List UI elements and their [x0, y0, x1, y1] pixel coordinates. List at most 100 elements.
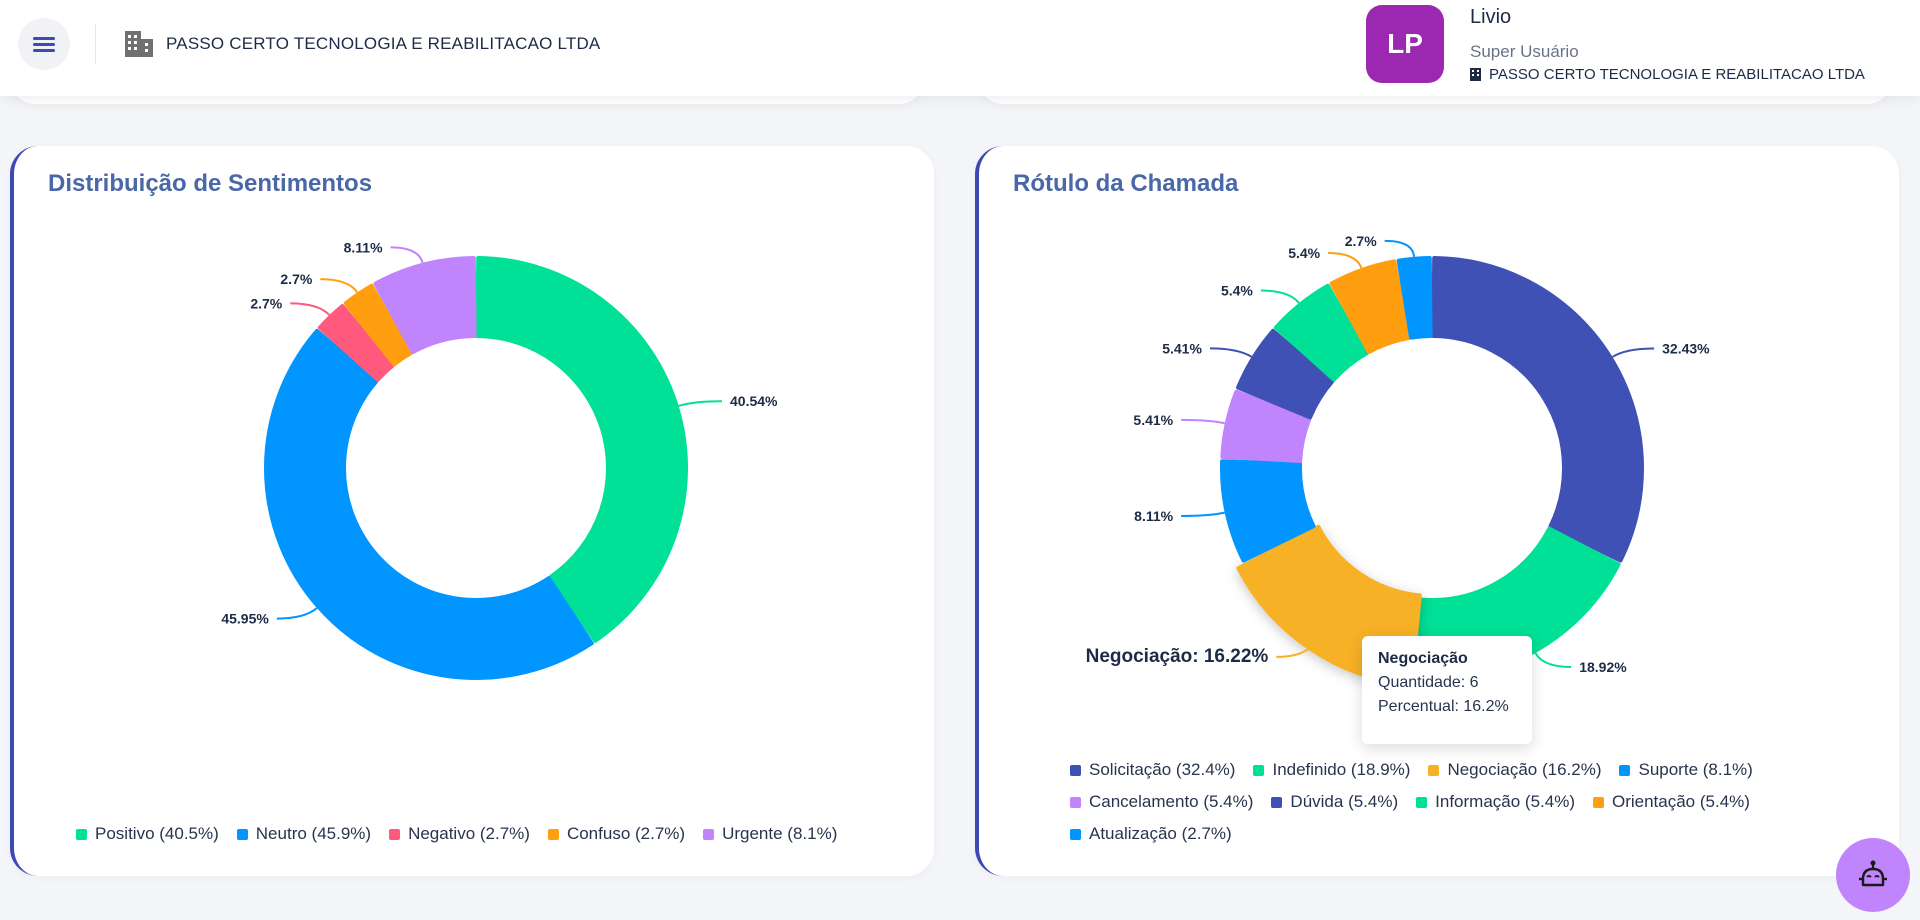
legend-label: Informação (5.4%) — [1435, 792, 1575, 811]
user-company-name: PASSO CERTO TECNOLOGIA E REABILITACAO LT… — [1489, 66, 1865, 83]
legend-item-atualizacao[interactable]: Atualização (2.7%) — [1070, 818, 1232, 850]
slice-suporte[interactable] — [1220, 459, 1316, 563]
slice-solicitacao[interactable] — [1431, 256, 1644, 563]
leader-line-indefinido — [1534, 652, 1572, 669]
data-label-solicitacao: 32.43% — [1662, 340, 1710, 356]
legend-swatch — [1070, 764, 1081, 776]
legend-label: Atualização (2.7%) — [1089, 824, 1232, 843]
tooltip-quantity: Quantidade: 6 — [1378, 674, 1479, 691]
card-title: Rótulo da Chamada — [1013, 170, 1239, 197]
legend-item-solicitacao[interactable]: Solicitação (32.4%) — [1070, 754, 1235, 786]
legend-label: Dúvida (5.4%) — [1290, 792, 1399, 811]
tooltip-percent: Percentual: 16.2% — [1378, 698, 1509, 715]
data-label-positivo: 40.54% — [730, 393, 778, 409]
legend-swatch — [1070, 828, 1081, 840]
slice-duvida[interactable] — [1236, 328, 1335, 420]
leader-line-informacao — [1260, 289, 1300, 304]
divider — [95, 24, 96, 64]
legend-item-duvida[interactable]: Dúvida (5.4%) — [1271, 786, 1398, 818]
slice-negativo[interactable] — [317, 303, 395, 382]
user-company: PASSO CERTO TECNOLOGIA E REABILITACAO LT… — [1470, 66, 1865, 83]
slice-confuso[interactable] — [343, 283, 413, 367]
legend-swatch — [1619, 764, 1631, 776]
legend-label: Confuso (2.7%) — [566, 824, 686, 843]
company-selector: PASSO CERTO TECNOLOGIA E REABILITACAO LT… — [124, 30, 600, 58]
data-label-cancelamento: 5.41% — [1133, 412, 1173, 428]
slice-atualizacao[interactable] — [1396, 256, 1433, 340]
legend-item-informacao[interactable]: Informação (5.4%) — [1416, 786, 1575, 818]
leader-line-suporte — [1181, 511, 1225, 517]
data-label-atualizacao: 2.7% — [1345, 233, 1377, 249]
leader-line-negociacao — [1276, 643, 1315, 658]
legend-label: Urgente (8.1%) — [722, 824, 838, 843]
hamburger-menu-icon — [33, 34, 55, 55]
leader-line-positivo — [678, 400, 723, 407]
legend-item-positivo[interactable]: Positivo (40.5%) — [76, 818, 219, 850]
data-label-indefinido: 18.92% — [1579, 659, 1627, 675]
legend-label: Cancelamento (5.4%) — [1089, 792, 1254, 811]
slice-cancelamento[interactable] — [1220, 389, 1312, 463]
avatar[interactable]: LP — [1366, 5, 1444, 83]
sentiment-legend: Positivo (40.5%) Neutro (45.9%) Negativo (… — [76, 818, 936, 850]
legend-label: Suporte (8.1%) — [1638, 760, 1753, 779]
building-icon — [1470, 68, 1481, 81]
leader-line-duvida — [1209, 347, 1253, 358]
legend-label: Negativo (2.7%) — [408, 824, 530, 843]
leader-line-orientacao — [1328, 251, 1363, 269]
legend-label: Positivo (40.5%) — [95, 824, 219, 843]
data-label-duvida: 5.41% — [1162, 340, 1202, 356]
legend-item-cancelamento[interactable]: Cancelamento (5.4%) — [1070, 786, 1253, 818]
legend-swatch — [1253, 764, 1265, 776]
leader-line-urgente — [390, 246, 424, 264]
data-label-confuso: 2.7% — [280, 271, 312, 287]
user-role: Super Usuário — [1470, 42, 1579, 61]
legend-item-suporte[interactable]: Suporte (8.1%) — [1619, 754, 1753, 786]
company-name: PASSO CERTO TECNOLOGIA E REABILITACAO LT… — [166, 34, 601, 53]
legend-label: Negociação (16.2%) — [1447, 760, 1602, 779]
chat-bot-button[interactable] — [1836, 838, 1910, 912]
building-icon — [125, 31, 153, 57]
legend-swatch — [547, 828, 559, 840]
slice-urgente[interactable] — [373, 256, 477, 355]
call-label-legend: Solicitação (32.4%) Indefinido (18.9%) Neg… — [1070, 754, 1830, 850]
leader-line-solicitacao — [1611, 347, 1655, 358]
data-label-orientacao: 5.4% — [1288, 245, 1320, 261]
data-label-suporte: 8.11% — [1134, 508, 1173, 524]
legend-swatch — [389, 828, 401, 840]
data-label-informacao: 5.4% — [1221, 283, 1253, 299]
legend-swatch — [1592, 796, 1604, 808]
legend-label: Orientação (5.4%) — [1611, 792, 1750, 811]
slice-orientacao[interactable] — [1329, 259, 1411, 355]
menu-button[interactable] — [18, 18, 70, 70]
legend-item-confuso[interactable]: Confuso (2.7%) — [547, 818, 686, 850]
legend-label: Indefinido (18.9%) — [1272, 760, 1411, 779]
legend-label: Neutro (45.9%) — [255, 824, 372, 843]
leader-line-negativo — [290, 302, 331, 316]
legend-item-negociacao[interactable]: Negociação (16.2%) — [1428, 754, 1601, 786]
leader-line-neutro — [276, 607, 318, 620]
slice-neutro[interactable] — [264, 328, 594, 680]
legend-item-neutro[interactable]: Neutro (45.9%) — [236, 818, 372, 850]
legend-swatch — [1271, 796, 1283, 808]
user-name: Livio — [1470, 6, 1512, 28]
slice-informacao[interactable] — [1273, 283, 1369, 382]
top-bar: PASSO CERTO TECNOLOGIA E REABILITACAO LT… — [0, 0, 1920, 96]
chart-tooltip: Negociação Quantidade: 6 Percentual: 16.… — [1362, 636, 1532, 744]
legend-swatch — [236, 828, 248, 840]
leader-line-atualizacao — [1384, 239, 1416, 257]
leader-line-confuso — [320, 278, 359, 293]
legend-item-indefinido[interactable]: Indefinido (18.9%) — [1253, 754, 1410, 786]
card-title: Distribuição de Sentimentos — [48, 170, 373, 197]
tooltip-title: Negociação — [1378, 650, 1468, 667]
legend-swatch — [1416, 796, 1428, 808]
legend-item-negativo[interactable]: Negativo (2.7%) — [389, 818, 530, 850]
legend-label: Solicitação (32.4%) — [1089, 760, 1236, 779]
legend-swatch — [1428, 764, 1440, 776]
slice-positivo[interactable] — [475, 256, 688, 643]
data-label-neutro: 45.95% — [221, 611, 269, 627]
data-label-negativo: 2.7% — [250, 295, 282, 311]
robot-icon — [1859, 860, 1887, 887]
legend-item-orientacao[interactable]: Orientação (5.4%) — [1592, 786, 1750, 818]
legend-item-urgente[interactable]: Urgente (8.1%) — [703, 818, 837, 850]
